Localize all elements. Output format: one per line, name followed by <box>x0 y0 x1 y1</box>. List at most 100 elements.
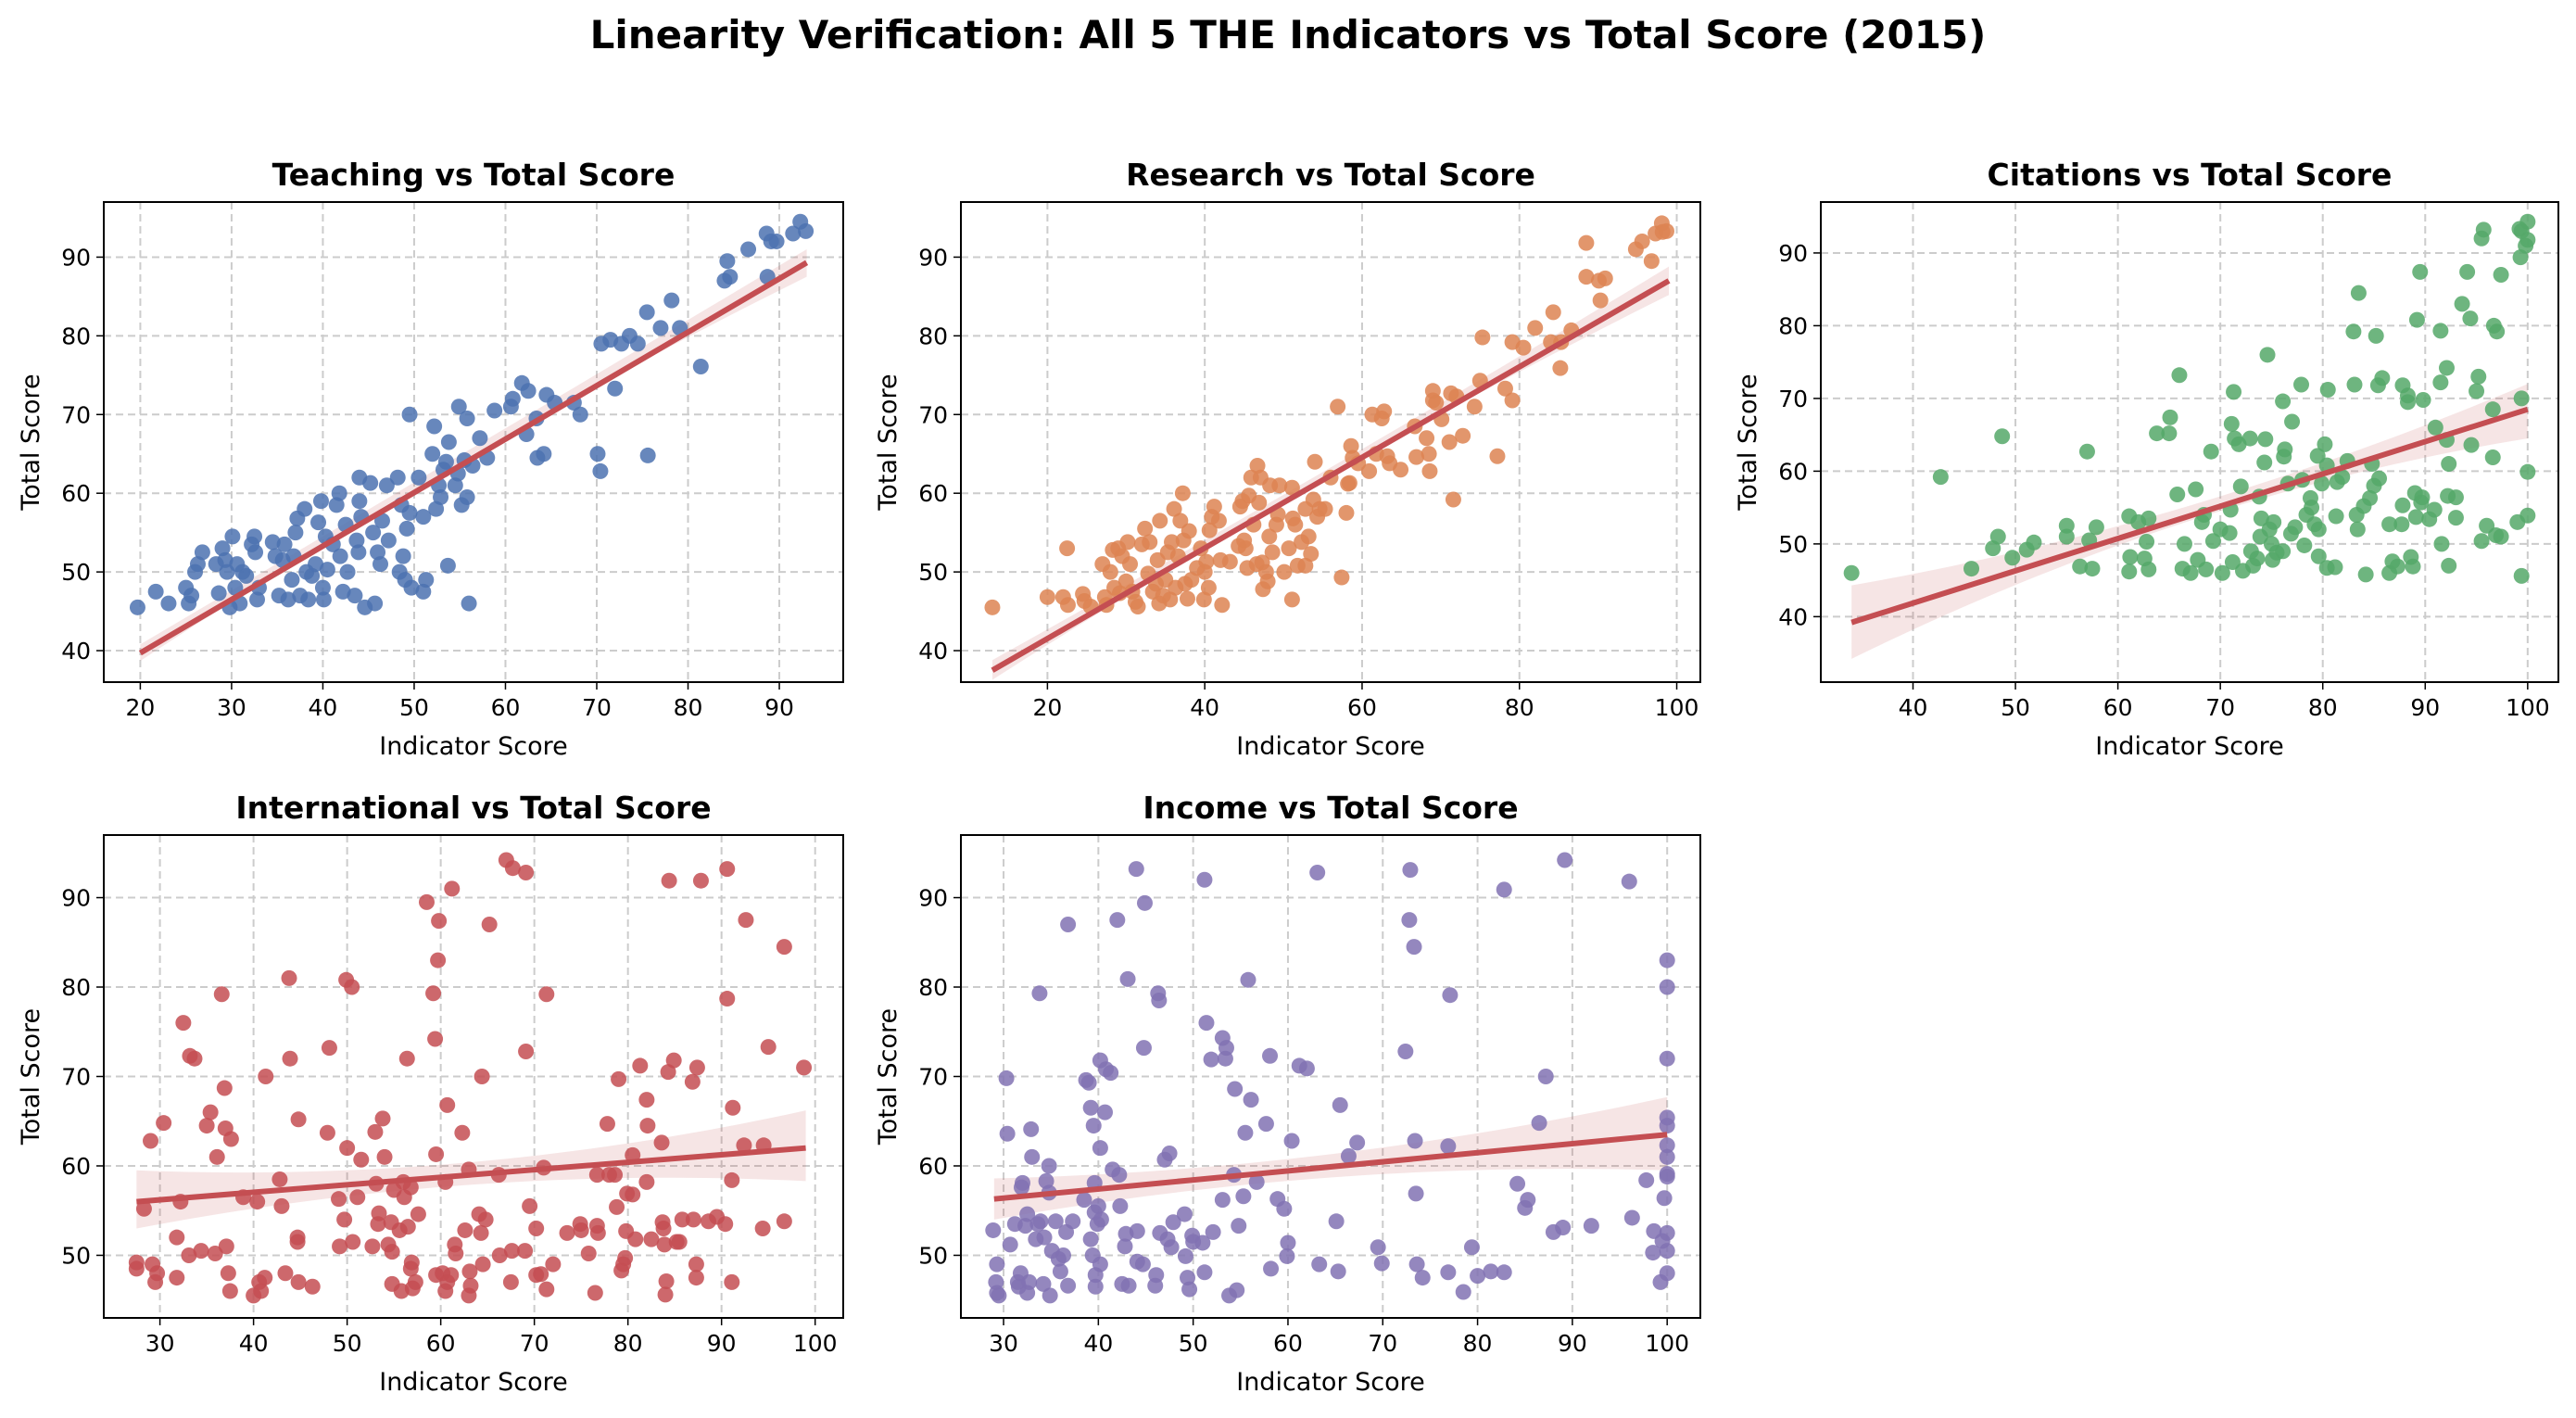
x-tick-label: 90 <box>1558 1330 1587 1357</box>
data-point <box>2266 513 2282 530</box>
data-point <box>1041 1158 1057 1174</box>
data-point <box>1218 1040 1234 1057</box>
regression-line <box>991 278 1671 673</box>
data-point <box>1419 430 1435 447</box>
y-axis-label: Total Score <box>17 1008 45 1146</box>
data-point <box>373 556 389 573</box>
data-point <box>1059 540 1076 557</box>
data-point <box>1466 399 1483 415</box>
data-point <box>1137 520 1154 537</box>
data-point <box>1659 1243 1675 1260</box>
data-point <box>1196 1264 1213 1281</box>
data-point <box>418 893 435 910</box>
data-point <box>1597 270 1613 286</box>
x-tick-label: 100 <box>1645 1330 1689 1357</box>
data-point <box>2362 489 2379 506</box>
data-point <box>655 1221 672 1237</box>
data-point <box>2408 311 2425 328</box>
data-point <box>1330 399 1346 415</box>
data-point <box>308 556 324 573</box>
data-point <box>573 1222 589 1238</box>
data-point <box>2176 536 2192 552</box>
data-point <box>671 1234 688 1250</box>
data-point <box>1279 1247 1295 1264</box>
data-point <box>149 1265 166 1282</box>
data-point <box>692 358 709 374</box>
data-point <box>1283 479 1300 496</box>
data-point <box>222 1131 239 1147</box>
data-point <box>1112 1197 1129 1214</box>
data-point <box>632 1057 649 1074</box>
figure-title: Linearity Verification: All 5 THE Indica… <box>590 12 1987 57</box>
data-point <box>2221 525 2238 541</box>
data-point <box>1428 395 1445 411</box>
x-tick-label: 100 <box>1655 694 1699 721</box>
data-point <box>332 1238 348 1255</box>
data-point <box>2072 558 2089 575</box>
data-point <box>638 1173 655 1190</box>
subplot-0: 20 30 40 50 60 70 80 90 40 50 60 70 80 90 Teaching vs … <box>17 157 844 761</box>
data-point <box>281 969 297 986</box>
data-point <box>364 1238 381 1255</box>
data-point <box>459 488 475 505</box>
data-point <box>1659 952 1675 969</box>
data-point <box>719 991 736 1007</box>
subplot-title: International vs Total Score <box>235 790 711 826</box>
data-point <box>2463 437 2480 453</box>
data-point <box>2182 564 2199 581</box>
data-point <box>991 1287 1007 1304</box>
data-point <box>1031 985 1048 1002</box>
data-point <box>220 1265 236 1282</box>
data-point <box>688 1059 705 1076</box>
data-point <box>238 567 255 584</box>
data-point <box>430 952 447 969</box>
x-tick-label: 70 <box>1368 1330 1397 1357</box>
data-point <box>984 599 1001 615</box>
data-point <box>2493 528 2509 545</box>
y-tick-label: 40 <box>918 638 948 665</box>
data-point <box>1243 1092 1259 1108</box>
data-point <box>473 1224 489 1241</box>
data-point <box>1109 912 1126 929</box>
data-point <box>502 1273 519 1290</box>
y-tick-label: 80 <box>918 323 948 349</box>
data-point <box>588 1167 605 1184</box>
data-point <box>194 544 210 561</box>
y-tick-label: 80 <box>1778 312 1808 339</box>
data-point <box>365 525 382 541</box>
data-point <box>474 1256 491 1272</box>
data-point <box>504 390 521 407</box>
data-point <box>1206 499 1222 515</box>
data-point <box>1161 1145 1178 1161</box>
data-point <box>796 1059 813 1076</box>
x-axis-label: Indicator Score <box>1236 1368 1425 1397</box>
data-point <box>722 269 739 285</box>
data-point <box>1402 862 1419 879</box>
data-point <box>477 1211 494 1228</box>
y-tick-label: 40 <box>61 638 91 665</box>
data-point <box>717 1216 734 1233</box>
data-point <box>1194 1234 1211 1251</box>
data-point <box>207 1246 223 1262</box>
data-point <box>1102 563 1118 580</box>
data-point <box>2328 508 2344 525</box>
data-point <box>1311 1256 1328 1272</box>
data-point <box>1179 590 1195 607</box>
x-tick-label: 50 <box>2001 694 2030 721</box>
data-point <box>1283 591 1300 608</box>
data-point <box>2334 469 2351 486</box>
data-point <box>1298 1060 1315 1077</box>
subplot-title: Teaching vs Total Score <box>272 157 676 193</box>
subplot-title: Citations vs Total Score <box>1988 157 2393 193</box>
data-point <box>1080 1074 1097 1091</box>
y-tick-label: 70 <box>918 1064 948 1091</box>
data-point <box>1414 1270 1431 1286</box>
data-point <box>1198 1015 1215 1032</box>
data-point <box>1261 528 1278 545</box>
data-point <box>1408 1256 1425 1272</box>
data-point <box>1092 1211 1109 1228</box>
data-point <box>1163 1239 1180 1256</box>
data-point <box>2441 456 2457 473</box>
data-point <box>1545 304 1561 321</box>
data-point <box>1340 1147 1357 1164</box>
